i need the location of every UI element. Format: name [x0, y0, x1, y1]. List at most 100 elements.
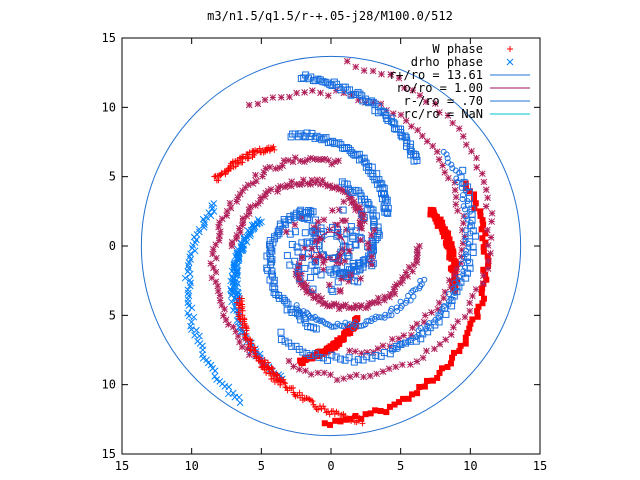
data-point [297, 75, 305, 83]
data-point [333, 183, 341, 191]
data-point [301, 244, 308, 252]
data-point [436, 340, 444, 348]
data-point [259, 173, 266, 180]
inner-radius-circle [316, 231, 346, 261]
data-point [216, 232, 223, 240]
data-point [394, 307, 401, 314]
data-point [301, 355, 308, 362]
outer-radius-circle [140, 55, 522, 437]
data-point [339, 187, 347, 195]
data-point [458, 180, 465, 187]
y-tick-label: 0 [109, 239, 116, 253]
data-point [464, 183, 472, 191]
data-point [369, 98, 377, 106]
data-point [324, 356, 332, 364]
legend-label-rc: rc/ro = NaN [404, 107, 483, 121]
data-point [305, 250, 313, 258]
data-point [388, 347, 395, 354]
data-point [239, 218, 247, 226]
data-point [438, 365, 445, 372]
x-tick-label: 15 [533, 459, 547, 473]
data-point [395, 399, 402, 406]
data-point [431, 100, 439, 107]
data-point [441, 288, 449, 296]
data-point [184, 286, 192, 294]
data-point [343, 273, 351, 281]
data-point [247, 347, 254, 354]
data-point [233, 235, 240, 243]
data-point [280, 379, 287, 386]
data-point [434, 305, 442, 313]
data-point [332, 353, 340, 361]
data-point [365, 244, 373, 252]
data-point [344, 185, 352, 193]
data-point [350, 358, 358, 366]
data-point [402, 117, 410, 125]
data-point [387, 290, 394, 298]
data-point [207, 212, 215, 220]
data-point [236, 399, 244, 407]
data-point [289, 158, 297, 166]
data-point [423, 325, 430, 332]
data-point [401, 339, 408, 346]
data-point [387, 71, 395, 78]
data-point [480, 221, 487, 228]
data-point [449, 119, 457, 127]
data-point [369, 67, 377, 75]
data-point [237, 239, 245, 247]
data-point [320, 369, 328, 377]
data-point [315, 353, 323, 361]
data-point [427, 211, 434, 218]
data-point [303, 350, 311, 358]
data-point [260, 169, 268, 176]
data-point [410, 261, 418, 269]
data-point [359, 356, 367, 364]
data-point [330, 323, 337, 330]
data-point [479, 272, 487, 280]
data-point [294, 265, 302, 273]
data-point [254, 100, 262, 108]
data-point [407, 361, 414, 368]
data-point [416, 383, 423, 390]
data-point [181, 274, 189, 282]
data-point [299, 176, 307, 184]
data-point [236, 190, 244, 198]
data-point [471, 191, 478, 198]
data-point [466, 223, 473, 230]
data-point [291, 257, 299, 265]
data-point [459, 133, 467, 140]
data-point [398, 361, 406, 369]
data-point [340, 323, 347, 330]
data-point [300, 279, 308, 287]
data-point [267, 144, 274, 151]
data-point [375, 231, 383, 239]
data-point [322, 134, 330, 142]
data-point [313, 176, 321, 184]
data-point [319, 176, 326, 184]
data-point [469, 292, 476, 300]
data-point [448, 241, 455, 248]
x-tick-label: 0 [327, 459, 334, 473]
data-point [424, 377, 431, 384]
data-point [263, 264, 271, 272]
data-point [321, 155, 329, 163]
data-point [342, 217, 350, 225]
data-point [456, 348, 463, 355]
data-point [464, 198, 471, 205]
data-point [370, 221, 378, 229]
data-point [474, 313, 481, 320]
data-point [478, 289, 485, 296]
data-point [241, 315, 248, 322]
data-point [390, 286, 398, 293]
data-point [373, 370, 380, 378]
x-tick-label: 5 [258, 459, 265, 473]
data-point [329, 223, 337, 231]
data-point [220, 312, 227, 320]
data-point [464, 216, 471, 223]
data-point [448, 161, 455, 168]
data-point [195, 225, 203, 233]
data-point [207, 260, 215, 267]
data-point [312, 77, 320, 85]
data-point [318, 235, 326, 243]
data-point [284, 157, 292, 164]
